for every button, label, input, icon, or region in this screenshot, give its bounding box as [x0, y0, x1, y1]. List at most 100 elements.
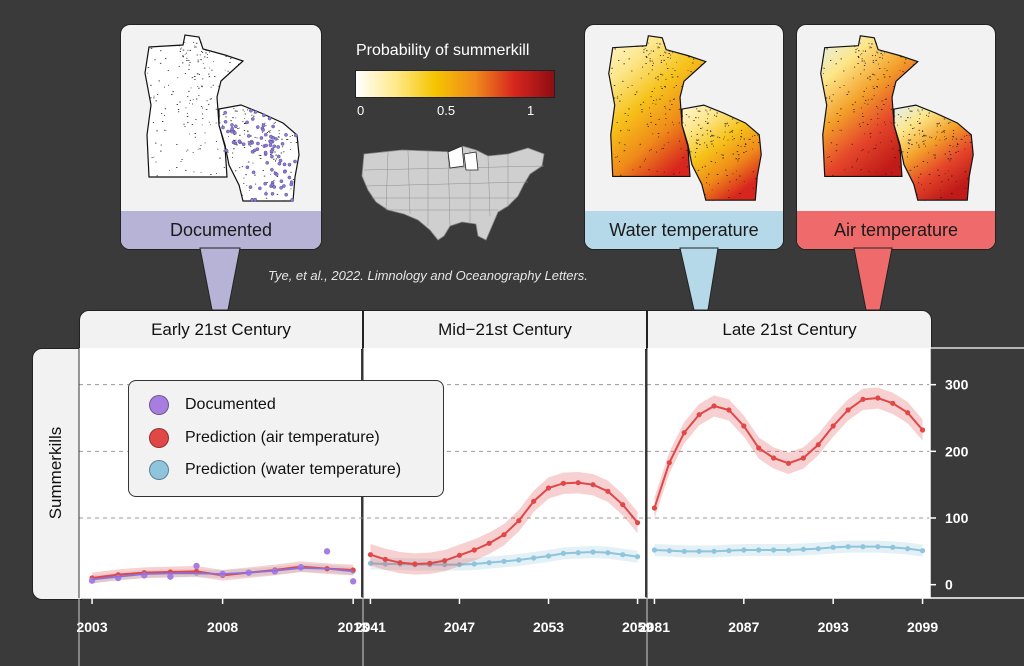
water-prediction-point: [681, 548, 687, 554]
water-prediction-point: [575, 550, 581, 556]
water-prediction-point: [456, 562, 463, 568]
x-tick-label-2003: 2003: [76, 619, 107, 635]
legend-swatch-water: [149, 460, 169, 480]
air-prediction-point: [666, 460, 672, 466]
facet-header-late: Late 21st Century: [647, 310, 932, 350]
air-prediction-point: [890, 400, 896, 406]
water-prediction-point: [890, 544, 896, 550]
water-prediction-point: [590, 549, 596, 555]
air-prediction-point: [800, 455, 806, 461]
water-prediction-point: [651, 547, 658, 553]
x-tick-label-2059: 2059: [622, 619, 653, 635]
map-documented-label: Documented: [121, 211, 321, 249]
citation: Tye, et al., 2022. Limnology and Oceanog…: [268, 268, 588, 283]
air-prediction-point: [442, 558, 448, 564]
minnesota-shape: [820, 35, 919, 178]
y-axis-area: [930, 348, 1024, 598]
water-prediction-point: [486, 560, 492, 566]
minnesota-highlight: [447, 145, 465, 169]
colorbar-tick-max: 1: [527, 103, 535, 118]
map-documented: Documented: [120, 24, 322, 250]
air-prediction-point: [397, 560, 403, 566]
air-prediction-point: [367, 552, 374, 558]
x-tick-label-2041: 2041: [355, 619, 386, 635]
water-prediction-point: [382, 561, 388, 567]
water-prediction-point: [741, 547, 747, 553]
water-prediction-point: [620, 552, 626, 558]
water-prediction-point: [545, 553, 552, 559]
wisconsin-shape: [681, 104, 762, 201]
air-prediction-point: [545, 485, 552, 491]
legend-swatch-documented: [149, 395, 169, 415]
colorbar-tick-mid: 0.5: [437, 103, 456, 118]
water-prediction-point: [442, 562, 448, 568]
water-prediction-point: [367, 560, 374, 566]
air-prediction-point: [815, 442, 821, 448]
us-outline: [361, 145, 545, 241]
water-prediction-point: [905, 546, 911, 552]
air-prediction-point: [875, 395, 881, 401]
air-prediction-point: [471, 547, 477, 553]
air-prediction-point: [741, 423, 747, 429]
lake-dots: [611, 42, 761, 201]
water-prediction-point: [560, 550, 566, 556]
water-prediction-point: [531, 555, 537, 561]
x-tick-label-2047: 2047: [444, 619, 475, 635]
facet-1: 2041 2047 2053 2059: [355, 472, 653, 635]
water-prediction-point: [919, 548, 926, 554]
water-prediction-point: [726, 548, 732, 554]
facet-panel-2: [647, 348, 930, 598]
air-prediction-point: [486, 540, 492, 546]
air-prediction-point: [620, 502, 626, 508]
y-tick-label-300: 300: [945, 377, 969, 393]
water-prediction-point: [756, 547, 762, 553]
x-tick-label-2013: 2013: [338, 619, 369, 635]
colorbar-title: Probability of summerkill: [356, 42, 530, 59]
air-prediction-point: [575, 480, 581, 486]
wisconsin-highlight: [463, 151, 479, 171]
air-prediction-ci-band: [654, 387, 923, 519]
air-prediction-point: [605, 488, 611, 494]
water-prediction-point: [830, 544, 836, 550]
air-prediction-point: [785, 460, 792, 466]
air-prediction-point: [412, 561, 418, 567]
minnesota-shape: [144, 34, 245, 178]
water-prediction-point: [785, 547, 792, 553]
water-prediction-point: [501, 558, 507, 564]
air-prediction-point: [771, 455, 777, 461]
air-prediction-point: [830, 423, 836, 429]
colorbar: [355, 70, 555, 98]
facet-header-early: Early 21st Century: [79, 310, 363, 350]
lake-dots: [147, 42, 299, 202]
documented-point: [323, 548, 331, 555]
map-water-label: Water temperature: [585, 211, 783, 249]
wisconsin-shape: [893, 104, 974, 201]
air-prediction-point: [501, 532, 507, 538]
colorbar-tick-0: 0: [357, 103, 365, 118]
air-prediction-point: [651, 505, 658, 511]
water-prediction-point: [634, 554, 641, 560]
water-prediction-point: [771, 547, 777, 553]
facet-0: 2003 2008 2013: [76, 548, 369, 635]
air-prediction-point: [860, 396, 866, 402]
map-air-label: Air temperature: [797, 211, 995, 249]
documented-point: [349, 578, 357, 585]
water-prediction-point: [875, 544, 881, 550]
legend-swatch-air: [149, 428, 169, 448]
map-water-temperature: Water temperature: [584, 24, 784, 250]
legend-label-air: Prediction (air temperature): [185, 429, 380, 446]
water-prediction-point: [666, 548, 672, 554]
y-tick-label-100: 100: [945, 510, 969, 526]
y-tick-label-200: 200: [945, 443, 969, 459]
air-prediction-point: [382, 556, 388, 562]
water-prediction-point: [696, 548, 702, 554]
us-map: [361, 145, 545, 241]
air-prediction-point: [756, 445, 762, 451]
water-prediction-point: [516, 557, 522, 563]
x-tick-label-2053: 2053: [533, 619, 564, 635]
air-prediction-point: [516, 518, 522, 524]
air-prediction-point: [919, 427, 926, 433]
air-prediction-point: [456, 552, 463, 558]
air-prediction-point: [427, 560, 433, 566]
